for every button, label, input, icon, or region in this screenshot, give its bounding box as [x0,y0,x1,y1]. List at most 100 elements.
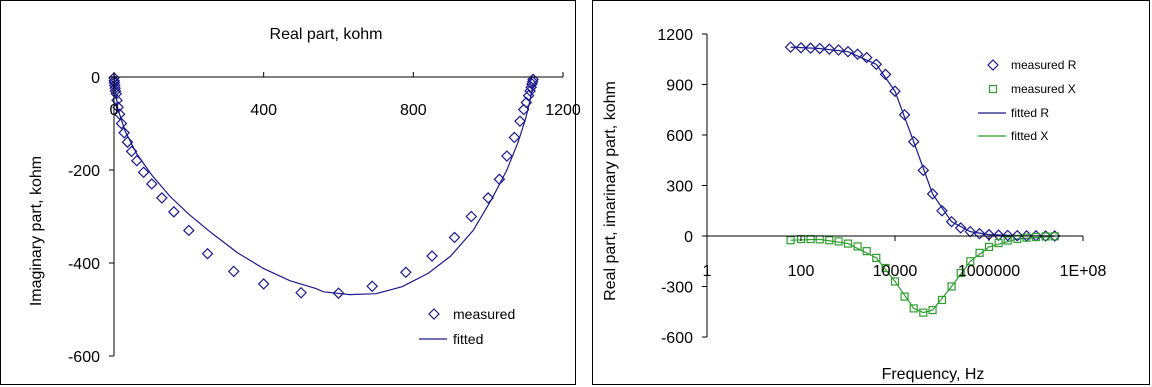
bode-y-tick-label: 600 [666,128,693,145]
legend-marker-measured-r [987,59,999,71]
measured-point [465,210,478,223]
measured-x-point [919,308,928,317]
measured-point [112,101,124,114]
measured-r-point [926,188,939,200]
measured-x-point [843,239,853,248]
measured-point [514,115,526,128]
measured-point [520,96,533,109]
measured-r-point [860,51,873,64]
measured-x-point [1003,236,1012,245]
measured-r-point [784,41,797,53]
measured-x-point [1013,234,1022,243]
bode-y-axis-label: Real part, imarinary part, kohm [602,81,619,301]
measured-r-point [1011,229,1024,242]
measured-point [501,150,513,162]
measured-point [426,250,438,262]
measured-x-point [928,305,937,315]
measured-x-point [947,282,956,291]
legend-label-fitted-r: fitted R [1011,106,1049,120]
measured-point [295,286,307,299]
bode-x-tick-label: 100 [788,263,815,280]
nyquist-x-tick-label: 400 [250,102,277,119]
measured-point [121,136,134,148]
nyquist-legend: measured fitted [419,306,515,347]
bode-x-axis-label: Frequency, Hz [882,366,985,383]
measured-x-point [890,277,900,286]
nyquist-y-tick-label: -200 [68,163,100,180]
measured-x-point [984,242,994,252]
measured-x-point [834,237,843,246]
measured-x-point [872,253,881,262]
measured-r-point [832,44,845,56]
measured-r-point [954,222,967,234]
measured-point [156,192,168,204]
measured-x-point [825,236,834,245]
measured-point [118,126,130,139]
measured-x-point [1041,232,1050,241]
nyquist-y-tick-label: 0 [91,70,100,87]
measured-point [130,154,143,167]
measured-point [366,280,379,293]
measured-r-point [879,68,892,81]
bode-y-tick-label: -300 [661,280,693,297]
measured-r-point [889,85,901,98]
measured-x-point [853,242,862,251]
nyquist-x-axis-label: Real part, kohm [270,26,383,43]
nyquist-chart: Real part, kohm Imaginary part, kohm 0 40… [28,26,581,366]
measured-x-point [881,263,890,273]
measured-r-point [1001,229,1014,242]
measured-r-point [823,43,836,55]
measured-point [182,224,195,237]
measured-point [332,287,345,300]
measured-r-point [964,225,977,238]
measured-r-point [936,204,948,217]
bode-y-tick-label: 900 [666,78,693,95]
bode-x-tick-label: 1E+08 [1060,263,1107,280]
nyquist-y-axis-label: Imaginary part, kohm [28,156,45,306]
measured-r-point [842,45,854,58]
measured-r-point [795,41,807,54]
measured-point [168,206,180,218]
nyquist-x-tick-label: 800 [400,102,427,119]
legend-marker-measured [428,308,440,320]
measured-x-point [956,268,965,278]
nyquist-plot-area [108,72,539,300]
measured-r-point [813,42,826,55]
measured-r-point [945,215,958,228]
measured-r-point [851,48,864,61]
measured-r-point [907,135,920,148]
measured-point [517,103,530,116]
fitted-line [113,76,534,296]
measured-point [448,231,461,244]
measured-point [201,247,214,260]
nyquist-x-tick-label: 1200 [545,102,581,119]
bode-legend: measured R measured X fitted R fitted X [978,58,1077,143]
measured-point [110,87,123,100]
bode-y-tick-label: 300 [666,179,693,196]
measured-point [493,173,506,186]
measured-x-point [1022,233,1031,242]
measured-point [400,266,412,279]
measured-point [508,131,521,144]
bode-y-tick-label: -600 [661,330,693,347]
nyquist-axes: Real part, kohm Imaginary part, kohm 0 40… [28,26,581,366]
measured-x-point [909,304,918,313]
nyquist-x-tick-label: 0 [110,102,119,119]
bode-x-tick-label: 1 [703,263,712,280]
measured-x-point [900,292,909,301]
legend-label-measured-x: measured X [1011,82,1076,96]
measured-point [145,178,158,190]
legend-marker-measured-x [988,84,998,94]
legend-label-fitted-x: fitted X [1011,129,1048,143]
bode-x-tick-label: 1000000 [958,263,1020,280]
nyquist-chart-panel: Real part, kohm Imaginary part, kohm 0 40… [0,0,581,385]
legend-label-fitted: fitted [453,331,483,347]
measured-point [109,82,121,95]
measured-point [527,73,539,86]
measured-x-point [862,247,871,256]
nyquist-y-tick-label: -400 [68,256,100,273]
measured-point [137,166,150,179]
measured-point [125,145,138,158]
measured-r-point [973,227,986,240]
measured-point [113,108,126,121]
